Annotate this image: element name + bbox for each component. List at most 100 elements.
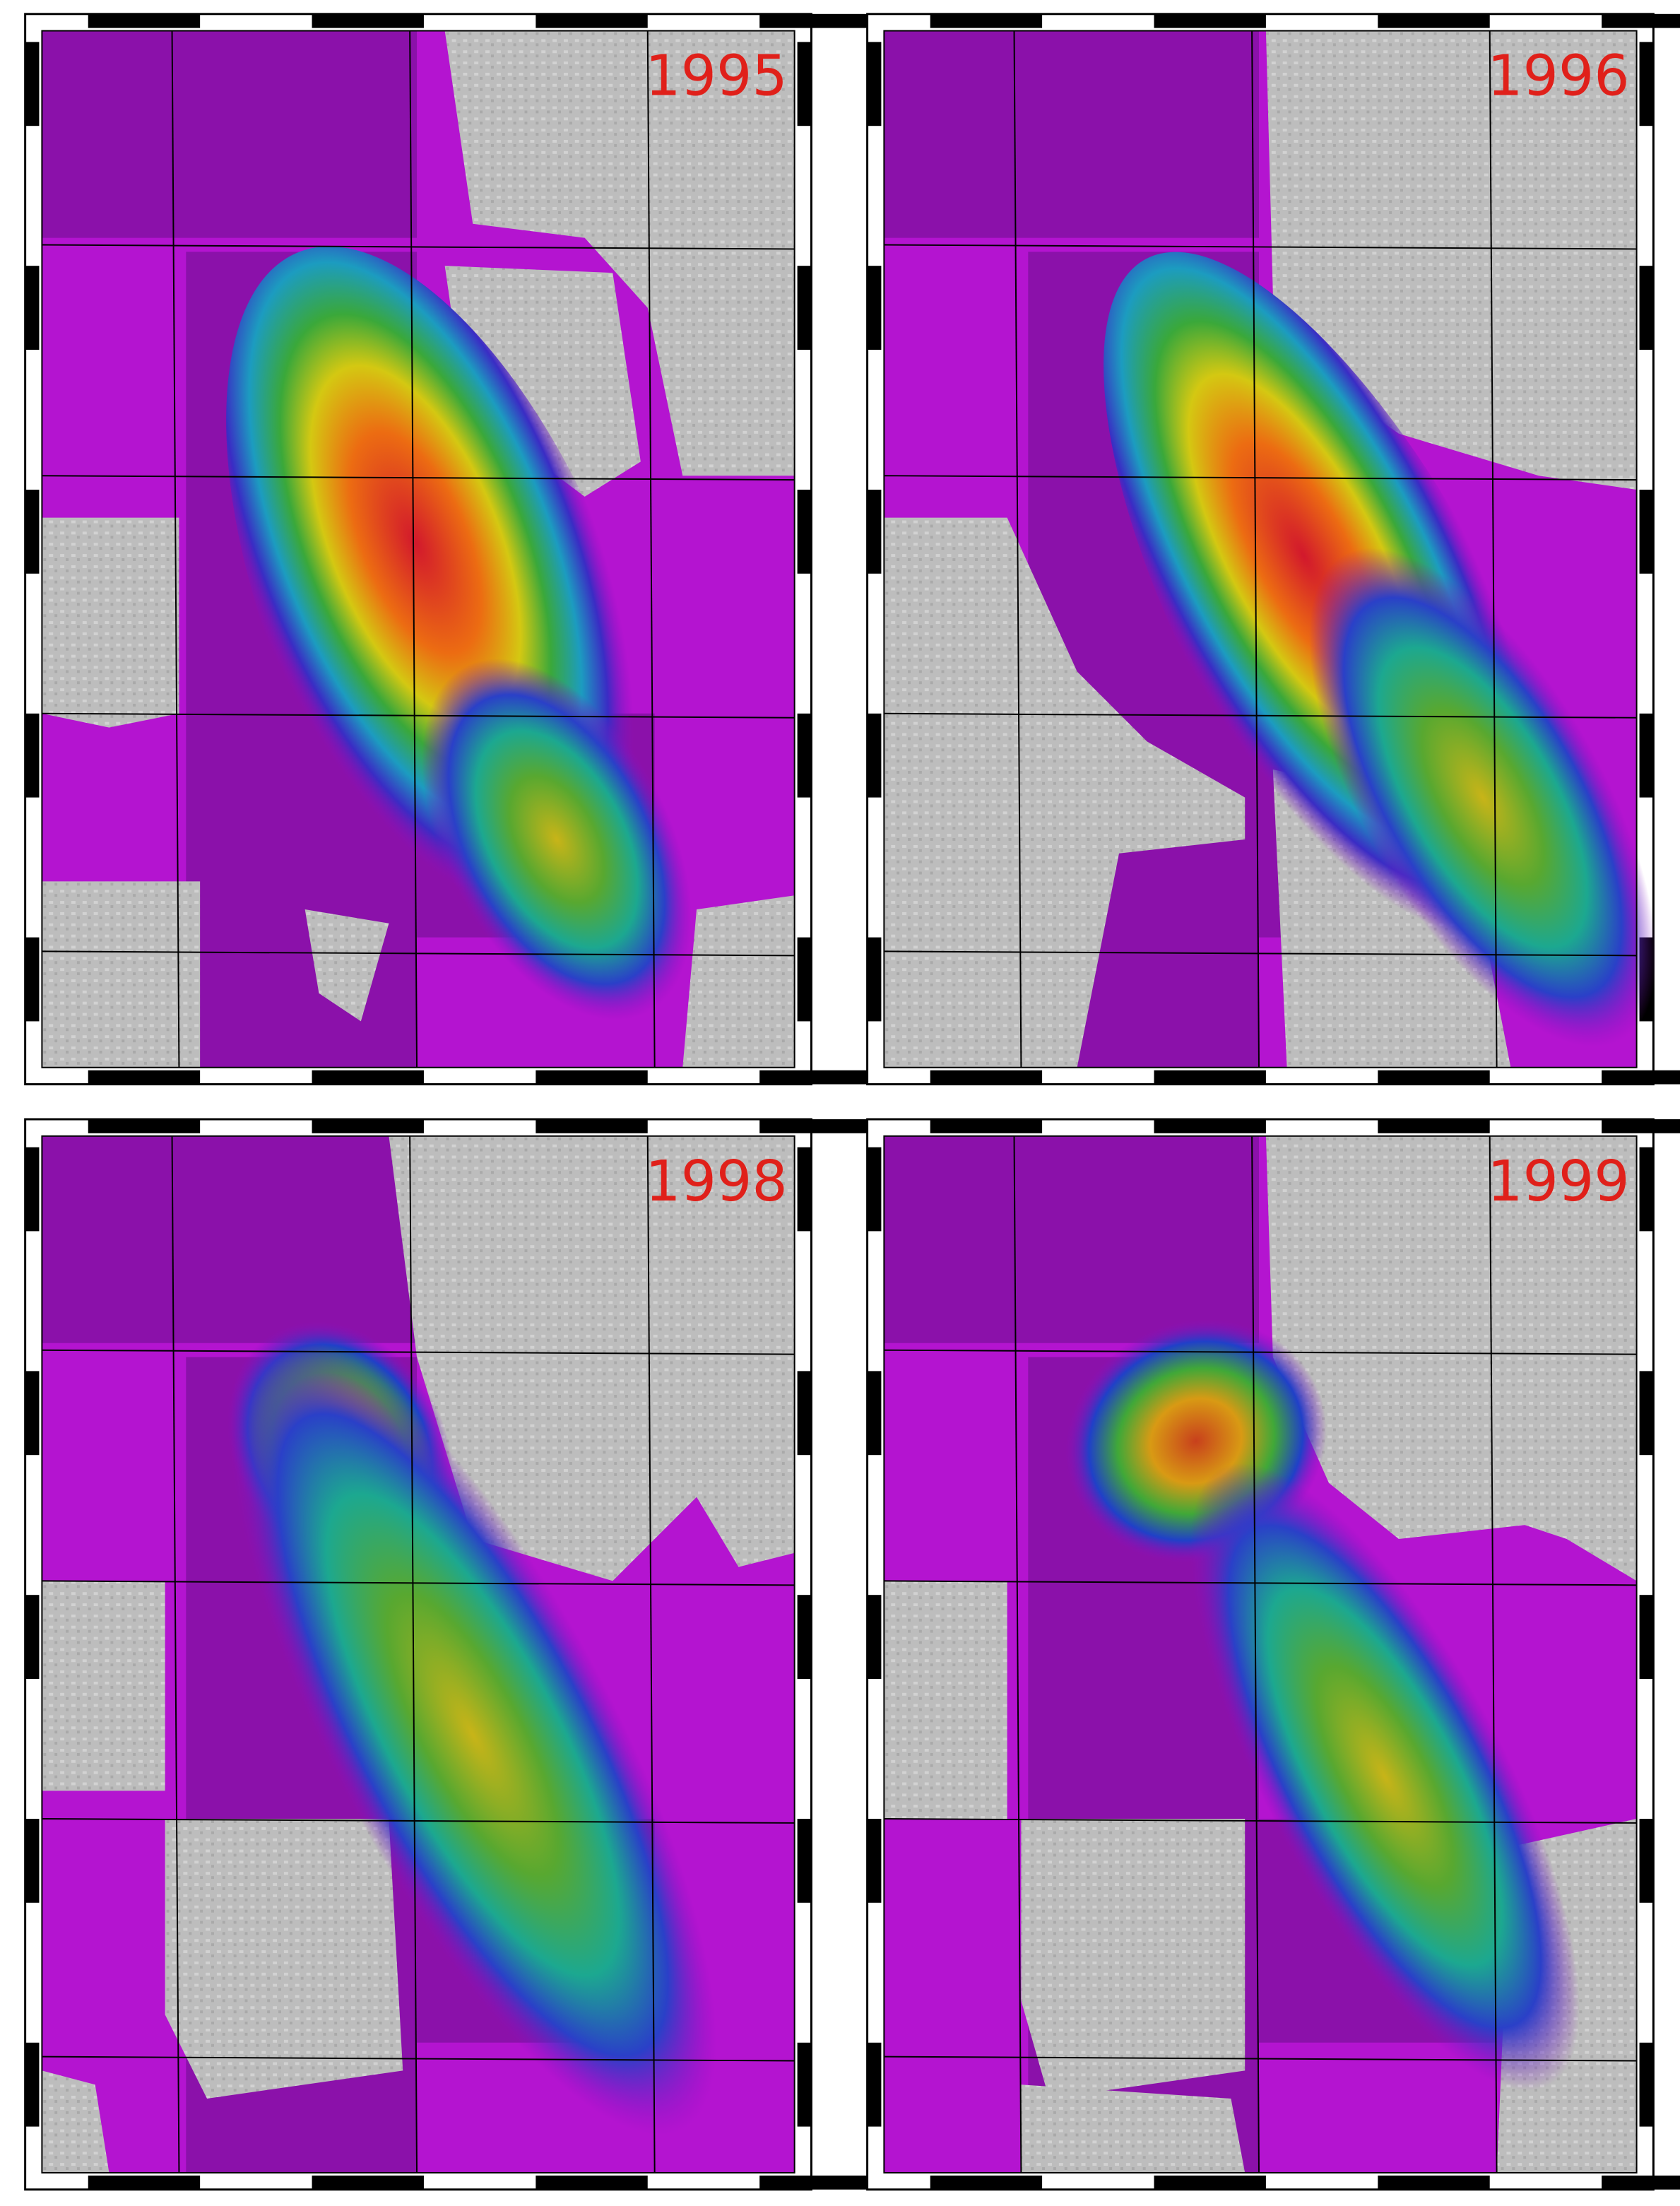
border-tick: [797, 1371, 812, 1456]
border-tick: [1639, 2042, 1654, 2127]
year-label: 1996: [1487, 43, 1630, 109]
border-tick: [797, 937, 812, 1022]
grid-line: [42, 950, 795, 957]
border-tick: [1378, 1119, 1490, 1133]
border-tick: [1378, 13, 1490, 28]
border-tick: [1602, 13, 1680, 28]
grid-line: [42, 1818, 795, 1824]
year-label: 1999: [1487, 1148, 1630, 1214]
border-tick: [25, 2042, 40, 2127]
border-tick: [1639, 42, 1654, 126]
border-tick: [797, 1595, 812, 1679]
grid-line: [884, 1818, 1637, 1824]
border-tick: [930, 1070, 1043, 1085]
border-tick: [25, 937, 40, 1022]
border-tick: [1154, 2175, 1266, 2190]
border-tick: [1154, 13, 1266, 28]
border-tick: [25, 42, 40, 126]
border-tick: [25, 1819, 40, 1903]
border-tick: [797, 490, 812, 574]
border-tick: [312, 13, 424, 28]
grid-line: [884, 244, 1637, 250]
border-tick: [797, 713, 812, 798]
background-imagery: [1265, 1136, 1637, 1581]
border-tick: [88, 2175, 201, 2190]
border-tick: [867, 1371, 882, 1456]
background-imagery: [444, 30, 795, 476]
border-tick: [88, 13, 201, 28]
border-tick: [536, 13, 648, 28]
border-tick: [797, 266, 812, 350]
background-imagery: [682, 895, 795, 1068]
border-tick: [1639, 1147, 1654, 1232]
border-tick: [25, 1371, 40, 1456]
border-tick: [867, 1147, 882, 1232]
border-tick: [759, 1070, 872, 1085]
border-tick: [1602, 1070, 1680, 1085]
border-tick: [1639, 1819, 1654, 1903]
border-tick: [759, 13, 872, 28]
panel-inner-border: [41, 1135, 795, 2173]
border-tick: [1154, 1070, 1266, 1085]
background-imagery: [42, 2070, 110, 2173]
grid-line: [884, 950, 1637, 957]
border-tick: [1378, 2175, 1490, 2190]
plume: [421, 659, 692, 1020]
border-tick: [797, 2042, 812, 2127]
border-tick: [867, 42, 882, 126]
border-tick: [867, 1819, 882, 1903]
border-tick: [312, 1119, 424, 1133]
grid-line: [1013, 30, 1022, 1068]
border-tick: [1378, 1070, 1490, 1085]
background-imagery: [1021, 1819, 1246, 2099]
border-tick: [1639, 266, 1654, 350]
grid-line: [171, 30, 180, 1068]
border-tick: [797, 1819, 812, 1903]
grid-line: [42, 244, 795, 250]
border-tick: [797, 42, 812, 126]
grid-line: [884, 2055, 1637, 2062]
border-tick: [1602, 2175, 1680, 2190]
plume: [1190, 1463, 1580, 2091]
border-tick: [312, 1070, 424, 1085]
map-panel: 1999: [866, 1118, 1680, 2191]
grid-line: [409, 1136, 418, 2173]
border-tick: [1639, 490, 1654, 574]
border-tick: [25, 266, 40, 350]
grid-line: [884, 712, 1637, 719]
border-tick: [536, 2175, 648, 2190]
grid-line: [42, 2055, 795, 2062]
border-tick: [867, 490, 882, 574]
background-imagery: [42, 1581, 165, 1791]
border-tick: [88, 1070, 201, 1085]
year-label: 1995: [645, 43, 788, 109]
border-tick: [867, 1595, 882, 1679]
background-imagery: [444, 266, 641, 497]
grid-line: [884, 1580, 1637, 1586]
map-panel: 1998: [24, 1118, 872, 2191]
background-imagery: [42, 881, 201, 1068]
border-tick: [1639, 1371, 1654, 1456]
border-tick: [536, 1119, 648, 1133]
border-tick: [930, 1119, 1043, 1133]
border-tick: [867, 2042, 882, 2127]
border-tick: [930, 2175, 1043, 2190]
grid-line: [884, 1349, 1637, 1355]
map-panel: 1995: [24, 13, 872, 1085]
border-tick: [867, 713, 882, 798]
background-imagery: [1265, 30, 1637, 490]
background-imagery: [884, 517, 1246, 1068]
grid-line: [884, 475, 1637, 481]
border-tick: [536, 1070, 648, 1085]
grid-line: [409, 30, 418, 1068]
grid-line: [42, 1349, 795, 1355]
background-imagery: [389, 1136, 795, 1581]
border-tick: [312, 2175, 424, 2190]
grid-line: [42, 1580, 795, 1586]
grid-line: [42, 712, 795, 719]
background-imagery: [165, 1819, 403, 2099]
border-tick: [1154, 1119, 1266, 1133]
grid-line: [1251, 30, 1260, 1068]
border-tick: [867, 266, 882, 350]
border-tick: [759, 2175, 872, 2190]
